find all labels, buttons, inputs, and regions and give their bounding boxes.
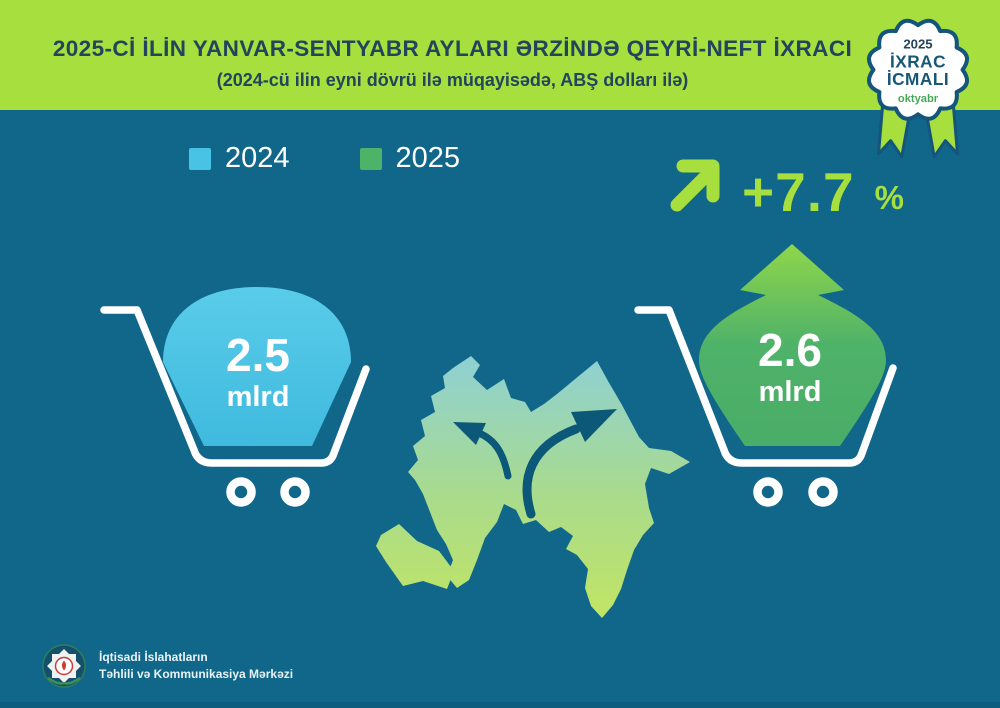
legend-swatch-2024-icon	[189, 147, 211, 170]
badge-title-line1: İXRAC	[890, 52, 946, 72]
cart-2025-load-blob-arrow	[699, 244, 886, 446]
cart-2025: 2.6 mlrd	[634, 244, 897, 507]
azerbaijan-map	[376, 356, 690, 618]
rosette-icon	[866, 18, 970, 121]
cart-2024-unit: mlrd	[227, 381, 290, 413]
cart-2025-wheel-right-icon	[808, 477, 838, 507]
legend-swatch-2025-icon	[359, 147, 382, 170]
organization-name-line2: Təhlili və Kommunikasiya Mərkəzi	[99, 667, 294, 681]
cart-2024: 2.5 mlrd	[100, 287, 370, 507]
bottom-strip	[0, 702, 1000, 708]
badge-year: 2025	[903, 36, 932, 51]
trend-up-arrow-icon	[670, 159, 720, 212]
badge-title-line2: İCMALI	[887, 69, 949, 89]
page-subtitle: (2024-cü ilin eyni dövrü ilə müqayisədə,…	[216, 70, 689, 90]
page-title: 2025-Cİ İLİN YANVAR-SENTYABR AYLARI ƏRZİ…	[52, 36, 853, 61]
growth-unit: %	[874, 179, 904, 216]
cart-2024-wheel-right-icon	[280, 477, 310, 507]
export-arrows-icon	[453, 409, 617, 519]
legend: 2024 2025	[189, 144, 460, 173]
map-mainland-shape	[408, 356, 690, 618]
footer: İqtisadi İslahatların Təhlili və Kommuni…	[42, 644, 293, 688]
cart-2025-wheel-left-icon	[753, 477, 783, 507]
growth-value: +7.7	[742, 161, 855, 224]
organization-name: İqtisadi İslahatların Təhlili və Kommuni…	[99, 649, 293, 684]
legend-item-2024: 2024	[189, 144, 290, 173]
header-band: 2025-Cİ İLİN YANVAR-SENTYABR AYLARI ƏRZİ…	[0, 0, 1000, 110]
award-badge: 2025 İXRAC İCMALI oktyabr	[853, 12, 983, 164]
growth-indicator: +7.7 %	[668, 156, 904, 224]
cart-2024-wheel-left-icon	[226, 477, 256, 507]
cart-2024-load-blob	[163, 287, 351, 446]
legend-label-2024: 2024	[225, 142, 290, 174]
badge-month: oktyabr	[898, 93, 939, 105]
header-text: 2025-Cİ İLİN YANVAR-SENTYABR AYLARI ƏRZİ…	[0, 0, 905, 91]
legend-label-2025: 2025	[395, 142, 461, 174]
cart-2024-value: 2.5	[226, 329, 290, 381]
legend-item-2025: 2025	[359, 142, 461, 174]
map-nakhchivan-shape	[376, 524, 454, 589]
cart-2025-outline-icon	[634, 306, 897, 467]
cart-2025-value: 2.6	[758, 324, 822, 376]
award-badge-graphic: 2025 İXRAC İCMALI oktyabr	[866, 18, 970, 159]
cart-2025-unit: mlrd	[759, 376, 822, 408]
cart-2024-outline-icon	[100, 306, 370, 467]
organization-name-line1: İqtisadi İslahatların	[99, 649, 208, 664]
state-emblem-icon	[42, 644, 86, 688]
